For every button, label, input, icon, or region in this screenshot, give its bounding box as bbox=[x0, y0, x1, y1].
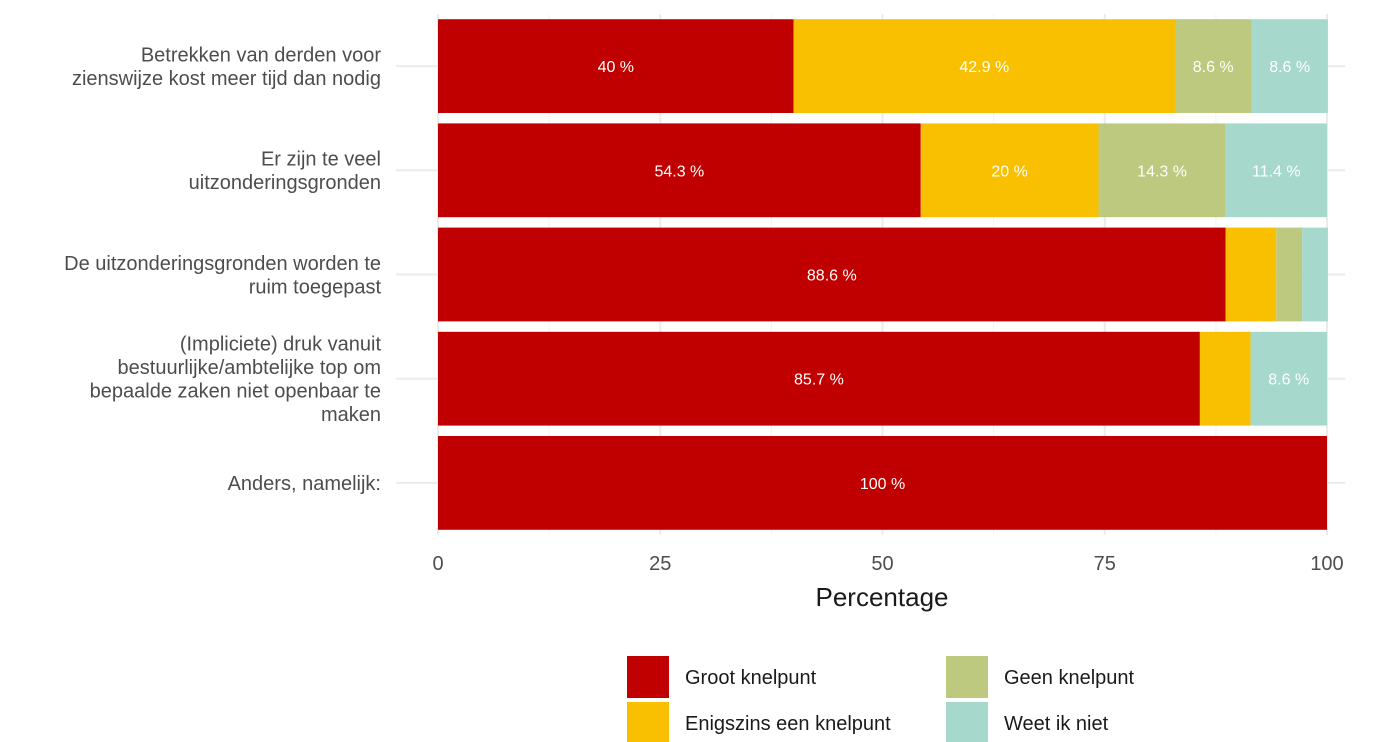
bar-value-label: 100 % bbox=[860, 476, 905, 493]
category-label-line: Anders, namelijk: bbox=[228, 473, 381, 495]
category-label-line: Betrekken van derden voor bbox=[141, 44, 381, 66]
bar-value-label: 40 % bbox=[598, 59, 634, 76]
bar-segment bbox=[1174, 19, 1252, 113]
category-label: Er zijn te veel uitzonderingsgronden bbox=[189, 149, 381, 195]
category-label-line: Er zijn te veel bbox=[261, 149, 381, 171]
bar-segment bbox=[1199, 331, 1251, 426]
legend-label: Enigszins een knelpunt bbox=[685, 713, 891, 735]
bar-segment bbox=[1225, 123, 1327, 218]
category-label-line: De uitzonderingsgronden worden te bbox=[64, 253, 381, 275]
category-label-line: ruim toegepast bbox=[249, 276, 382, 298]
legend-swatch bbox=[627, 656, 669, 698]
legend-label: Weet ik niet bbox=[1004, 713, 1109, 735]
x-tick-label: 0 bbox=[432, 553, 443, 575]
legend: Groot knelpunt Enigszins een knelpunt Geen… bbox=[627, 656, 1135, 742]
category-labels-group: Betrekken van derden voor zienswijze kost… bbox=[64, 44, 381, 495]
bar-labels-group: 40 % 42.9 % 8.6 % 8.6 % 54.3 % 20 % 14.3 % 11.4… bbox=[598, 59, 1311, 493]
bar-value-label: 42.9 % bbox=[959, 59, 1009, 76]
bar-value-label: 8.6 % bbox=[1193, 59, 1234, 76]
bars-group bbox=[438, 19, 1328, 530]
bar-segment bbox=[1225, 227, 1277, 322]
category-label: Anders, namelijk: bbox=[228, 473, 381, 495]
bar-value-label: 14.3 % bbox=[1137, 163, 1187, 180]
bar-segment bbox=[1098, 123, 1226, 218]
bar-segment bbox=[1302, 227, 1328, 322]
bar-segment bbox=[438, 436, 1327, 530]
category-label-line: maken bbox=[321, 404, 381, 426]
x-tick-label: 75 bbox=[1094, 553, 1116, 575]
category-label-line: (Impliciete) druk vanuit bbox=[180, 333, 382, 355]
bar-segment bbox=[920, 123, 1099, 218]
bar-value-label: 54.3 % bbox=[654, 163, 704, 180]
x-tick-label: 50 bbox=[871, 553, 893, 575]
legend-swatch bbox=[946, 702, 988, 742]
bar-segment bbox=[1250, 331, 1327, 426]
bar-value-label: 88.6 % bbox=[807, 268, 857, 285]
category-label: De uitzonderingsgronden worden te ruim to… bbox=[64, 253, 381, 299]
x-tick-label: 25 bbox=[649, 553, 671, 575]
bar-value-label: 85.7 % bbox=[794, 372, 844, 389]
x-tick-label: 100 bbox=[1310, 553, 1343, 575]
bar-segment bbox=[438, 123, 921, 218]
x-tick-labels-group: 0 25 50 75 100 bbox=[432, 553, 1343, 575]
bar-value-label: 20 % bbox=[991, 163, 1027, 180]
legend-swatch bbox=[946, 656, 988, 698]
category-label-line: uitzonderingsgronden bbox=[189, 172, 381, 194]
category-label: Betrekken van derden voor zienswijze kost… bbox=[72, 44, 381, 90]
bar-segment bbox=[438, 227, 1226, 322]
category-label-line: bepaalde zaken niet openbaar te bbox=[90, 380, 381, 402]
legend-swatch bbox=[627, 702, 669, 742]
x-axis-title: Percentage bbox=[816, 582, 949, 612]
legend-label: Groot knelpunt bbox=[685, 667, 817, 689]
bar-segment bbox=[1276, 227, 1303, 322]
bar-segment bbox=[438, 331, 1200, 426]
bar-segment bbox=[438, 19, 794, 113]
bar-segment bbox=[1251, 19, 1328, 113]
category-label-line: zienswijze kost meer tijd dan nodig bbox=[72, 68, 381, 90]
category-label-line: bestuurlijke/ambtelijke top om bbox=[118, 357, 381, 379]
legend-label: Geen knelpunt bbox=[1004, 667, 1135, 689]
bar-value-label: 8.6 % bbox=[1268, 372, 1309, 389]
category-label: (Impliciete) druk vanuit bestuurlijke/amb… bbox=[90, 333, 382, 426]
bar-segment bbox=[793, 19, 1175, 113]
bar-value-label: 11.4 % bbox=[1252, 163, 1301, 180]
bar-value-label: 8.6 % bbox=[1269, 59, 1310, 76]
